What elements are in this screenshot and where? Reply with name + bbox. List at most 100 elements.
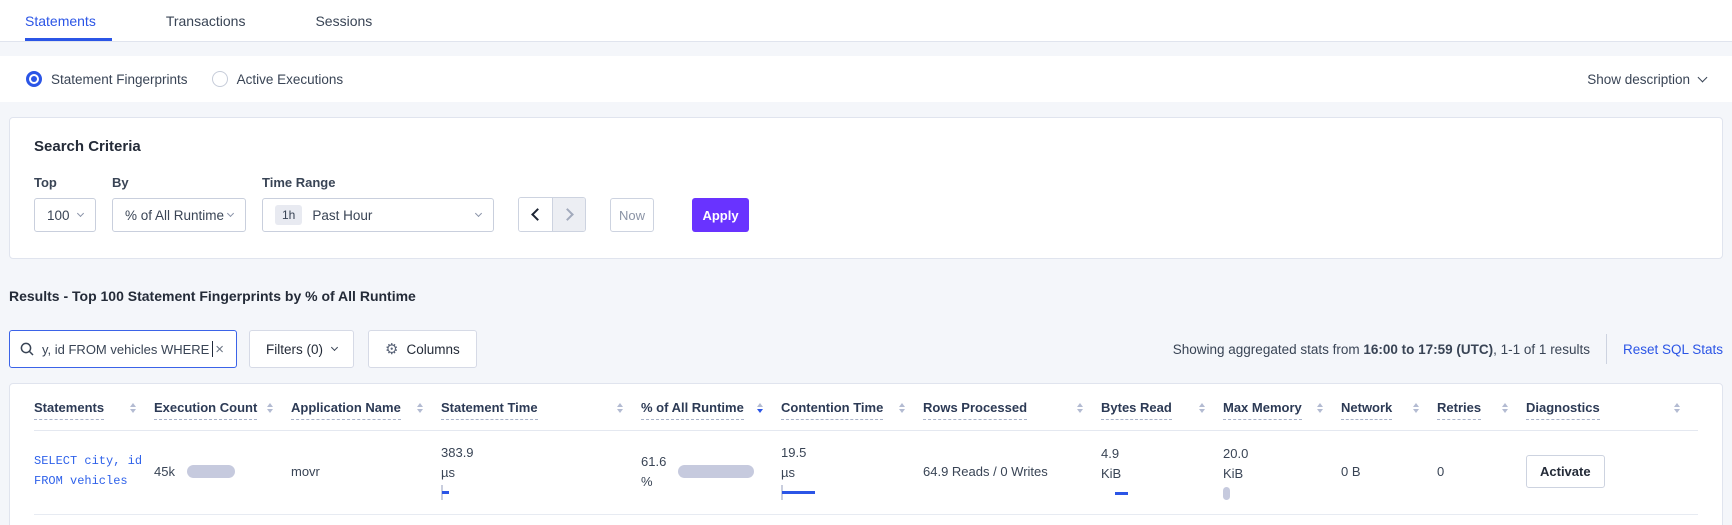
results-heading: Results - Top 100 Statement Fingerprints…: [9, 288, 416, 304]
column-header-statements: Statements: [34, 400, 154, 420]
sort-toggle[interactable]: [1502, 400, 1508, 413]
column-header-execution-count: Execution Count: [154, 400, 291, 420]
results-controls-row: y, id FROM vehicles WHERE city = $1 × Fi…: [9, 330, 1723, 368]
gear-icon: ⚙: [385, 340, 399, 358]
radio-selected-icon: [26, 71, 42, 87]
runtime-pct-value: 61.6: [641, 453, 667, 469]
search-icon: [20, 342, 34, 356]
bytes-read-unit: KiB: [1101, 465, 1122, 481]
table-header-row: Statements Execution Count Application N…: [34, 384, 1698, 431]
search-input[interactable]: y, id FROM vehicles WHERE city = $1 ×: [9, 330, 237, 368]
cell-network: 0 B: [1341, 464, 1437, 479]
sort-toggle[interactable]: [1077, 400, 1083, 413]
sort-toggle[interactable]: [1674, 400, 1680, 413]
clear-search-icon[interactable]: ×: [215, 340, 224, 358]
chevron-down-icon: [330, 343, 339, 352]
apply-button[interactable]: Apply: [692, 198, 749, 232]
column-header-rows-processed: Rows Processed: [923, 400, 1101, 420]
time-range-arrows: [518, 197, 586, 232]
cell-statement-time: 383.9 µs: [441, 443, 641, 501]
top-field: Top 100: [34, 175, 96, 232]
cell-execution-count: 45k: [154, 464, 291, 479]
tab-statements[interactable]: Statements: [25, 0, 112, 41]
chevron-right-icon: [561, 208, 574, 221]
time-range-badge: 1h: [275, 205, 303, 225]
sort-toggle[interactable]: [417, 400, 423, 413]
filters-label: Filters (0): [266, 341, 323, 357]
cell-retries: 0: [1437, 464, 1526, 479]
columns-button[interactable]: ⚙ Columns: [368, 330, 477, 368]
sort-toggle[interactable]: [899, 400, 905, 413]
page-tabs: Statements Transactions Sessions: [0, 0, 1732, 42]
previous-range-button[interactable]: [519, 198, 552, 231]
time-range-field: Time Range 1h Past Hour: [262, 175, 494, 232]
chevron-down-icon: [76, 209, 85, 218]
stats-period: 16:00 to 17:59 (UTC): [1363, 341, 1494, 357]
column-header-diagnostics: Diagnostics: [1526, 400, 1698, 420]
column-header-network: Network: [1341, 400, 1437, 420]
application-name-value: movr: [291, 464, 320, 480]
sort-toggle[interactable]: [267, 400, 273, 413]
cell-application-name: movr: [291, 464, 441, 479]
max-memory-value: 20.0: [1223, 445, 1249, 461]
table-row: SELECT city, id FROM vehicles 45k movr 3…: [34, 431, 1698, 516]
cell-pct-all-runtime: 61.6 %: [641, 452, 781, 492]
by-field: By % of All Runtime: [112, 175, 246, 232]
chevron-down-icon: [226, 209, 235, 218]
cell-diagnostics: Activate: [1526, 455, 1698, 489]
search-input-value: y, id FROM vehicles WHERE city = $1: [42, 341, 211, 357]
bytes-read-value: 4.9: [1101, 445, 1120, 461]
by-select[interactable]: % of All Runtime: [112, 198, 246, 232]
top-label: Top: [34, 175, 57, 190]
bytes-read-bar: [1101, 487, 1135, 500]
time-range-value: Past Hour: [312, 207, 373, 223]
contention-time-unit: µs: [781, 465, 795, 481]
sort-toggle[interactable]: [617, 400, 623, 413]
sort-toggle[interactable]: [1199, 400, 1205, 413]
by-label: By: [112, 175, 129, 190]
statement-time-value: 383.9: [441, 445, 474, 460]
radio-label: Active Executions: [236, 71, 344, 87]
reset-sql-stats-link[interactable]: Reset SQL Stats: [1622, 341, 1723, 357]
now-button[interactable]: Now: [610, 198, 654, 232]
statement-time-bar: [441, 485, 451, 501]
time-range-select[interactable]: 1h Past Hour: [262, 198, 494, 232]
contention-time-bar: [781, 485, 817, 501]
column-header-bytes-read: Bytes Read: [1101, 400, 1223, 420]
tab-transactions[interactable]: Transactions: [165, 13, 246, 29]
network-value: 0 B: [1341, 464, 1361, 480]
sort-toggle[interactable]: [1413, 400, 1419, 413]
radio-unselected-icon: [211, 71, 228, 87]
runtime-pct-bar: [678, 465, 755, 479]
statement-fingerprint-link[interactable]: SELECT city, id FROM vehicles: [34, 453, 143, 488]
search-criteria-title: Search Criteria: [34, 138, 141, 155]
show-description-toggle[interactable]: Show description: [1587, 71, 1708, 87]
contention-time-value: 19.5: [781, 445, 807, 460]
search-criteria-form: Top 100 By % of All Runtime Time Range 1…: [34, 175, 1698, 232]
radio-active-executions[interactable]: Active Executions: [211, 71, 344, 87]
search-criteria-card: Search Criteria Top 100 By % of All Runt…: [9, 117, 1723, 259]
execution-count-bar: [186, 465, 235, 479]
activate-diagnostics-button[interactable]: Activate: [1526, 455, 1605, 489]
vertical-divider: [1605, 334, 1607, 364]
rows-processed-value: 64.9 Reads / 0 Writes: [923, 464, 1048, 480]
view-mode-radio-group: Statement Fingerprints Active Executions: [26, 71, 343, 87]
sort-toggle-active-desc[interactable]: [757, 400, 763, 413]
show-description-label: Show description: [1587, 71, 1690, 87]
sort-toggle[interactable]: [1317, 400, 1323, 413]
column-header-contention-time: Contention Time: [781, 400, 923, 420]
filters-button[interactable]: Filters (0): [249, 330, 354, 368]
by-select-value: % of All Runtime: [125, 207, 225, 223]
chevron-down-icon: [474, 209, 483, 218]
max-memory-unit: KiB: [1223, 465, 1244, 481]
radio-statement-fingerprints[interactable]: Statement Fingerprints: [26, 71, 188, 87]
tab-sessions[interactable]: Sessions: [315, 13, 373, 29]
execution-count-value: 45k: [154, 464, 175, 480]
sort-toggle[interactable]: [130, 400, 136, 413]
top-select-value: 100: [47, 207, 70, 223]
top-select[interactable]: 100: [34, 198, 96, 232]
stats-summary-group: Showing aggregated stats from 16:00 to 1…: [1173, 334, 1723, 364]
next-range-button[interactable]: [552, 198, 585, 231]
results-table-card: Statements Execution Count Application N…: [9, 383, 1723, 525]
runtime-pct-unit: %: [641, 473, 653, 489]
